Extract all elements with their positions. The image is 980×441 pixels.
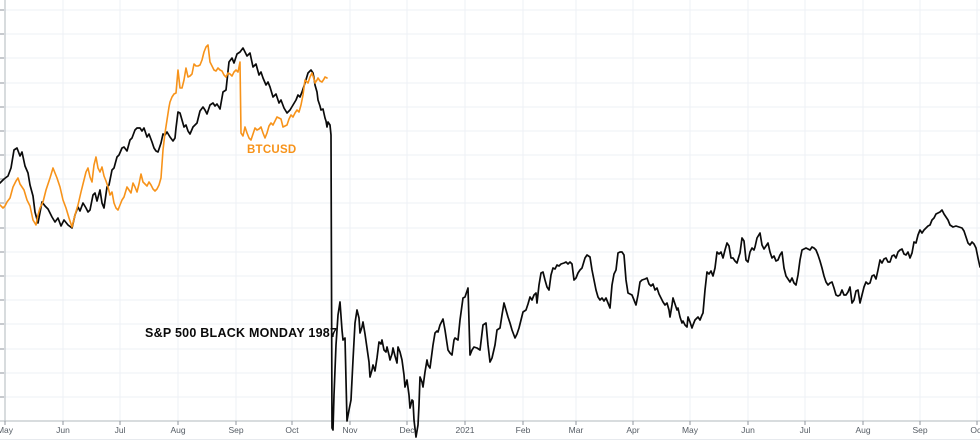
x-tick-label: Mar (568, 425, 584, 435)
x-tick-label: Jul (114, 425, 126, 435)
sp500-line (0, 47, 980, 438)
x-tick-label: Sep (912, 425, 928, 435)
x-tick-label: Oct (970, 425, 980, 435)
btcusd-line (0, 44, 328, 228)
btcusd-annotation: BTCUSD (247, 144, 297, 156)
x-tick-label: May (0, 425, 14, 435)
x-tick-label: Jun (56, 425, 70, 435)
x-tick-label: Oct (285, 425, 299, 435)
x-tick-label: Aug (855, 425, 871, 435)
x-tick-label: 2021 (455, 425, 475, 435)
x-tick-label: May (681, 425, 699, 435)
sp500-black-monday-annotation: S&P 500 BLACK MONDAY 1987 (145, 326, 338, 340)
x-tick-label: Dec (399, 425, 415, 435)
x-tick-label: Jul (799, 425, 811, 435)
time-axis[interactable]: May Jun Jul Aug Sep Oct Nov Dec 2021 Feb Mar Apr May… (0, 421, 980, 441)
x-tick-label: Nov (342, 425, 358, 435)
x-tick-label: Sep (228, 425, 244, 435)
x-tick-label: Aug (170, 425, 186, 435)
x-tick-label: Apr (626, 425, 640, 435)
x-tick-label: Feb (515, 425, 531, 435)
x-tick-label: Jun (741, 425, 755, 435)
